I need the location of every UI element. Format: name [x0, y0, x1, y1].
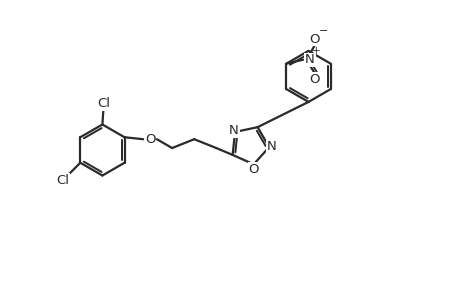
Text: O: O — [309, 33, 319, 46]
Text: Cl: Cl — [97, 98, 110, 110]
Text: Cl: Cl — [56, 174, 69, 187]
Text: −: − — [319, 26, 328, 36]
Text: O: O — [248, 163, 258, 176]
Text: N: N — [304, 53, 314, 66]
Text: O: O — [309, 73, 319, 86]
Text: N: N — [229, 124, 238, 137]
Text: +: + — [311, 46, 320, 56]
Text: N: N — [266, 140, 276, 153]
Text: O: O — [145, 133, 155, 146]
